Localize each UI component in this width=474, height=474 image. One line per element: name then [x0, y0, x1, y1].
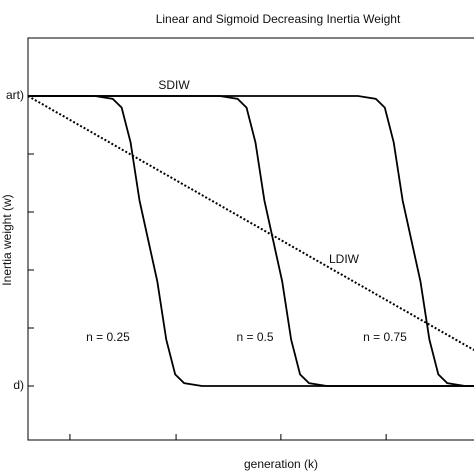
series-line: [28, 95, 474, 387]
series-line: [28, 95, 474, 387]
series-line: [27, 95, 474, 351]
annotation: n = 0.5: [236, 330, 273, 344]
y-tick-label: art): [6, 88, 24, 102]
chart-title: Linear and Sigmoid Decreasing Inertia We…: [156, 12, 401, 26]
annotation: SDIW: [158, 78, 190, 92]
y-tick-label: d): [13, 378, 24, 392]
x-axis-label: generation (k): [244, 457, 318, 471]
annotation: n = 0.25: [86, 330, 130, 344]
annotation: n = 0.75: [363, 330, 407, 344]
y-axis-label: Inertia weight (w): [0, 194, 14, 285]
series-line: [28, 95, 474, 387]
annotation: LDIW: [329, 252, 360, 266]
plot-frame: [27, 37, 474, 441]
